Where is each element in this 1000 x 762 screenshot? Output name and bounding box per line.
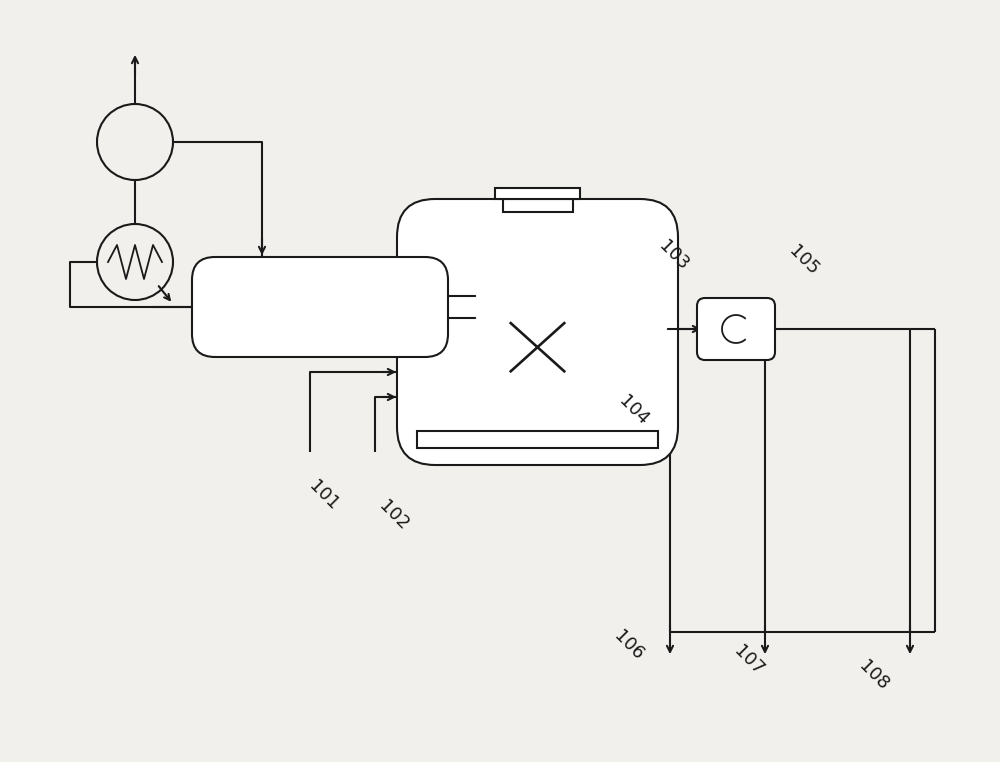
Text: 105: 105 xyxy=(785,242,822,279)
Text: 103: 103 xyxy=(655,237,692,274)
FancyBboxPatch shape xyxy=(397,199,678,465)
Bar xyxy=(417,431,658,448)
Bar xyxy=(495,188,580,199)
Text: 101: 101 xyxy=(305,477,342,514)
Text: 104: 104 xyxy=(615,392,652,429)
Text: 102: 102 xyxy=(375,497,412,534)
FancyBboxPatch shape xyxy=(192,257,448,357)
Text: 106: 106 xyxy=(610,627,647,664)
Text: 107: 107 xyxy=(730,642,767,679)
Bar xyxy=(503,199,573,212)
FancyBboxPatch shape xyxy=(697,298,775,360)
Text: 108: 108 xyxy=(855,657,892,693)
